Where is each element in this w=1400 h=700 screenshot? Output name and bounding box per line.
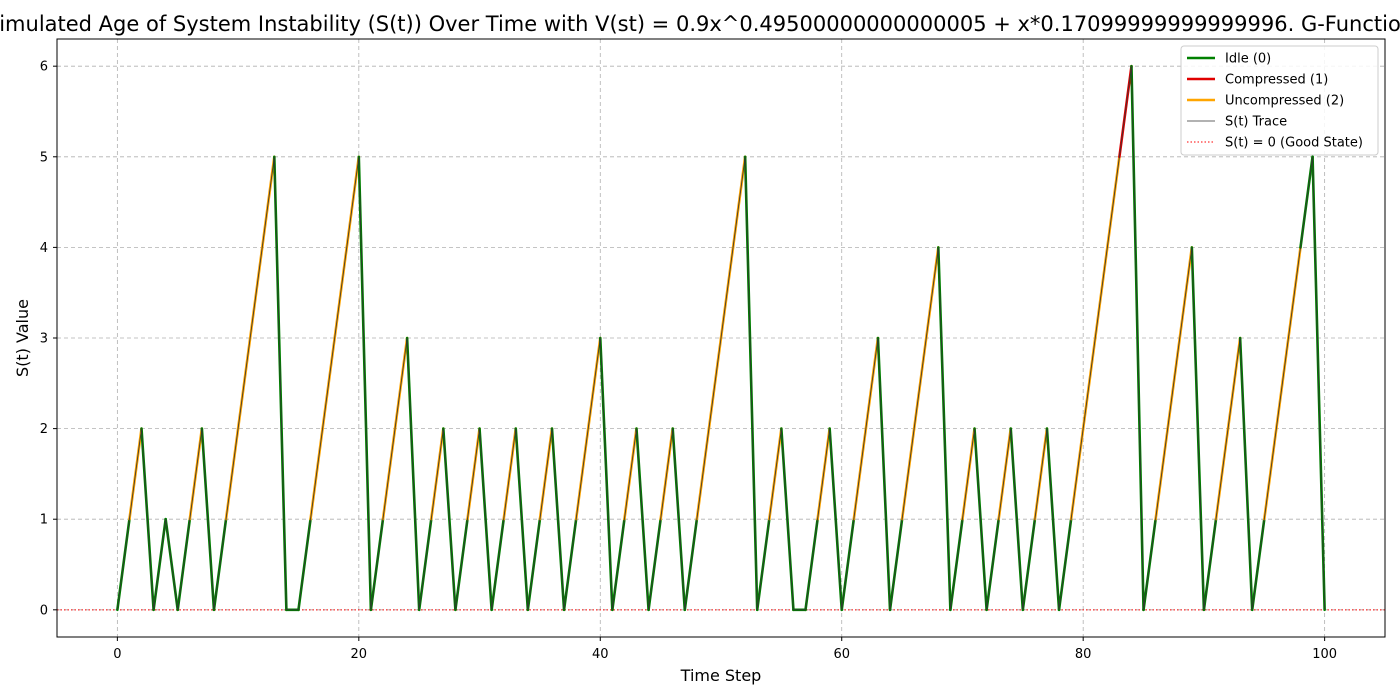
legend: Idle (0) Compressed (1) Uncompressed (2) S(… — [1180, 45, 1379, 156]
y-axis-label: S(t) Value — [13, 299, 32, 377]
legend-label: Idle (0) — [1225, 52, 1271, 67]
y-tick-label: 1 — [40, 513, 48, 528]
y-tick-label: 4 — [40, 241, 48, 256]
x-tick-label: 80 — [1075, 647, 1092, 662]
y-tick-label: 5 — [40, 150, 48, 165]
axis-ticks: 0 20 40 60 80 100 0 1 2 3 4 5 6 — [40, 60, 1337, 662]
x-tick-label: 20 — [351, 647, 368, 662]
y-tick-label: 2 — [40, 422, 48, 437]
legend-box — [1180, 45, 1379, 156]
plot-series — [57, 64, 1385, 612]
legend-label: S(t) = 0 (Good State) — [1225, 136, 1363, 151]
x-axis-label: Time Step — [680, 666, 762, 685]
chart-title: Simulated Age of System Instability (S(t… — [0, 12, 1400, 36]
legend-label: Uncompressed (2) — [1225, 94, 1344, 109]
y-tick-label: 6 — [40, 60, 48, 75]
x-tick-label: 40 — [592, 647, 609, 662]
legend-label: S(t) Trace — [1225, 115, 1287, 130]
x-tick-label: 60 — [833, 647, 850, 662]
x-tick-label: 100 — [1312, 647, 1337, 662]
x-tick-label: 0 — [113, 647, 121, 662]
st-trace-line — [116, 65, 1326, 611]
y-tick-label: 3 — [40, 332, 48, 347]
legend-label: Compressed (1) — [1225, 73, 1328, 88]
y-tick-label: 0 — [40, 603, 48, 618]
